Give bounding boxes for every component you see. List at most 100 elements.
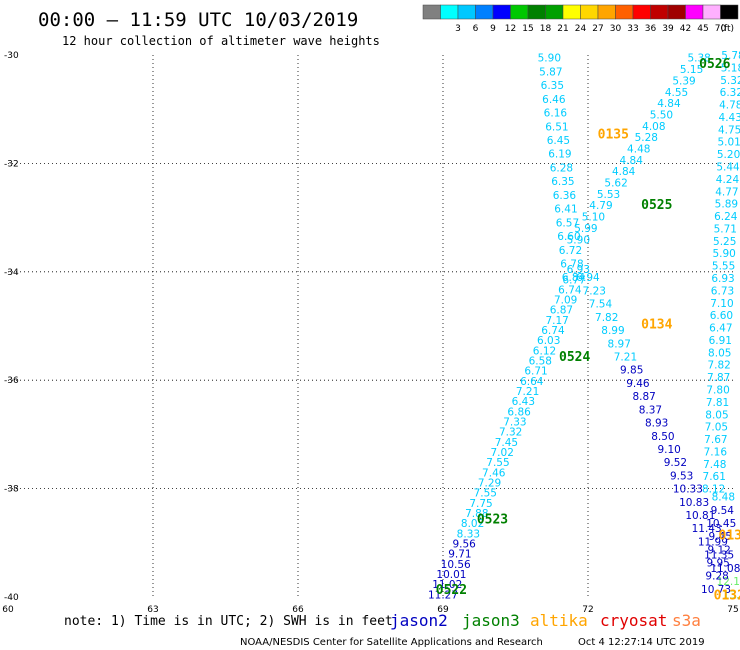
lat-tick: -36 [4, 376, 19, 386]
swh-point-label: 5.15 [680, 64, 703, 76]
swh-point-label: 7.55 [486, 457, 509, 469]
swh-point-label: 5.32 [720, 75, 740, 87]
swh-point-label: 6.64 [520, 376, 544, 388]
scale-swatch [475, 4, 494, 20]
swh-point-label: 5.62 [604, 178, 627, 190]
swh-point-label: 6.32 [720, 87, 740, 99]
pass-time-label: 0132 [714, 588, 740, 603]
swh-point-label: 6.74 [541, 325, 565, 337]
swh-point-label: 5.90 [538, 53, 561, 65]
swh-point-label: 5.01 [717, 137, 740, 149]
swh-point-label: 7.29 [478, 478, 501, 490]
scale-swatch [720, 4, 739, 20]
swh-point-label: 4.08 [642, 121, 665, 133]
scale-label: 21 [557, 24, 568, 34]
swh-point-label: 9.28 [705, 571, 728, 583]
scale-label: 70 [715, 24, 727, 34]
swh-point-label: 8.48 [712, 492, 735, 504]
scale-swatch [580, 4, 599, 20]
swh-point-label: 6.19 [548, 149, 571, 161]
swh-point-label: 6.94 [576, 272, 600, 284]
swh-point-label: 6.35 [541, 80, 564, 92]
swh-point-label: 5.53 [597, 189, 620, 201]
swh-point-label: 6.74 [558, 284, 582, 296]
swh-point-label: 5.89 [715, 199, 738, 211]
swh-point-label: 8.33 [457, 528, 480, 540]
swh-point-label: 5.90 [712, 248, 735, 260]
pass-time-label: 0524 [559, 350, 590, 365]
scale-swatch [510, 4, 529, 20]
footer-credit: NOAA/NESDIS Center for Satellite Applica… [240, 637, 543, 648]
swh-point-label: 5.10 [582, 212, 605, 224]
swh-point-label: 6.87 [550, 305, 573, 317]
swh-point-label: 9.52 [664, 457, 687, 469]
note-text: note: 1) Time is in UTC; 2) SWH is in fe… [64, 614, 393, 629]
swh-point-label: 9.12 [707, 544, 730, 556]
swh-point-label: 5.39 [672, 75, 695, 87]
swh-point-label: 7.54 [589, 299, 613, 311]
swh-point-label: 10.81 [685, 510, 715, 522]
swh-point-label: 7.21 [614, 351, 637, 363]
swh-point-label: 8.97 [608, 338, 631, 350]
swh-point-label: 6.28 [550, 162, 573, 174]
swh-point-label: 7.45 [495, 437, 518, 449]
swh-point-label: 7.81 [706, 397, 729, 409]
swh-point-label: 5.20 [717, 149, 740, 161]
lon-tick: 66 [292, 605, 304, 615]
swh-point-label: 6.16 [544, 108, 568, 120]
swh-point-label: 10.56 [441, 559, 471, 571]
swh-point-label: 7.61 [703, 471, 726, 483]
lat-tick: -40 [4, 593, 19, 603]
legend-jason2: jason2 [390, 611, 448, 630]
swh-point-label: 5.25 [713, 236, 736, 248]
scale-swatch [527, 4, 546, 20]
swh-point-label: 7.80 [706, 384, 729, 396]
swh-point-label: 5.90 [567, 234, 590, 246]
lat-tick: -32 [4, 159, 19, 169]
swh-point-label: 5.18 [721, 62, 740, 74]
swh-point-label: 6.73 [711, 285, 734, 297]
footer-timestamp: Oct 4 12:27:14 UTC 2019 [578, 637, 705, 648]
swh-point-label: 4.48 [627, 143, 650, 155]
swh-point-label: 7.82 [595, 312, 618, 324]
swh-point-label: 7.87 [707, 372, 730, 384]
swh-point-label: 5.50 [650, 109, 673, 121]
axis-ticks: 60 63 66 69 72 75 -30 -32 -34 -36 -38 -40 [2, 51, 738, 615]
legend-cryosat: cryosat [600, 611, 667, 630]
pass-time-labels: 052205230524052505260135013401330132091C [436, 57, 740, 603]
swh-point-label: 6.86 [507, 406, 531, 418]
swh-point-label: 6.41 [554, 204, 577, 216]
swh-point-label: 7.10 [710, 298, 733, 310]
swh-point-label: 7.23 [583, 285, 606, 297]
swh-point-label: 8.05 [705, 409, 728, 421]
scale-swatch [457, 4, 476, 20]
scale-label: 42 [680, 24, 691, 34]
pass-time-label: 0523 [477, 512, 508, 527]
swh-point-label: 8.99 [601, 325, 624, 337]
satellite-legend: jason2 jason3 altika cryosat s3a [390, 611, 701, 630]
swh-point-label: 9.53 [670, 470, 693, 482]
swh-point-label: 7.55 [474, 488, 497, 500]
swh-point-label: 6.60 [557, 231, 580, 243]
scale-label: 45 [697, 24, 708, 34]
swh-point-label: 7.21 [516, 386, 539, 398]
swh-point-label: 4.55 [665, 87, 688, 99]
swh-point-label: 5.44 [716, 161, 740, 173]
swh-point-label: 6.78 [560, 259, 583, 271]
chart-subtitle: 12 hour collection of altimeter wave hei… [62, 34, 380, 48]
lat-tick: -38 [4, 485, 19, 495]
scale-swatch [685, 4, 704, 20]
swh-point-label: 6.77 [562, 274, 585, 286]
swh-point-label: 11.43 [692, 523, 722, 535]
scale-swatch [562, 4, 581, 20]
scale-swatch [615, 4, 634, 20]
swh-point-label: 6.60 [710, 310, 733, 322]
swh-point-label: 11.02 [432, 579, 462, 591]
pass-time-label: 0522 [436, 583, 467, 598]
swh-point-label: 8.87 [632, 391, 655, 403]
swh-point-label: 5.28 [635, 132, 658, 144]
swh-point-label: 6.93 [711, 273, 734, 285]
swh-point-label: 4.78 [719, 100, 740, 112]
color-scale: 3 6 9 12 15 18 21 24 27 30 33 36 39 42 45 70(ft) [422, 4, 739, 34]
swh-point-label: 5.71 [714, 223, 737, 235]
